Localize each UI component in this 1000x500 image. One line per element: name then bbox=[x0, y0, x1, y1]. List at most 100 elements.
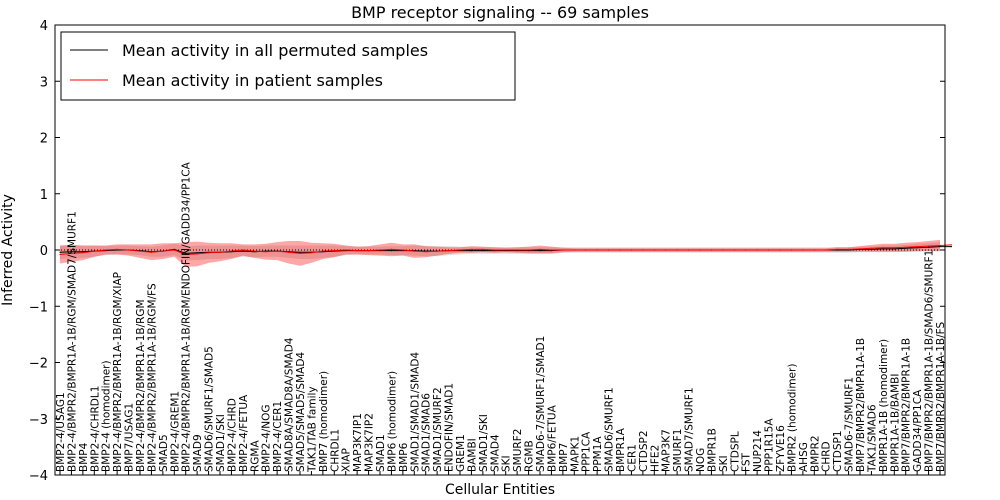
data-point bbox=[528, 249, 530, 251]
entity-label: XIAP bbox=[341, 448, 353, 472]
y-tick-label: 4 bbox=[40, 19, 48, 34]
y-tick-label: −2 bbox=[29, 357, 48, 372]
entity-label: CTDSP1 bbox=[832, 430, 844, 472]
y-ticks: 4 3 2 1 0 −1 −2 −3 −4 bbox=[29, 19, 945, 484]
entity-label: BMP7 (homodimer) bbox=[318, 371, 330, 472]
legend-box bbox=[60, 31, 516, 101]
entity-label: CTDSPL bbox=[729, 431, 741, 472]
data-point bbox=[82, 251, 84, 253]
data-point bbox=[836, 248, 838, 250]
data-point bbox=[196, 253, 198, 255]
data-point bbox=[265, 251, 267, 253]
data-point bbox=[230, 250, 232, 252]
y-tick-label: −3 bbox=[29, 413, 48, 428]
data-point bbox=[630, 249, 633, 251]
entity-label: BMPR1B bbox=[706, 428, 718, 472]
entity-label: BMP6 (homodimer) bbox=[386, 371, 398, 472]
data-point bbox=[356, 250, 358, 252]
data-point bbox=[425, 251, 427, 253]
data-point bbox=[653, 249, 655, 251]
entity-label: BMP6/FETUA bbox=[546, 404, 558, 472]
data-point bbox=[105, 249, 107, 251]
entity-label: SMAD1/SMURF2 bbox=[432, 387, 444, 472]
y-tick-label: −1 bbox=[29, 300, 48, 315]
data-point bbox=[82, 252, 84, 254]
entity-label: SMAD5 bbox=[158, 434, 170, 472]
data-point bbox=[299, 252, 301, 254]
data-point bbox=[916, 246, 918, 248]
data-point bbox=[756, 249, 758, 251]
entity-label: SMAD1/SMAD6 bbox=[421, 393, 433, 472]
entity-label: BAMBI bbox=[466, 438, 478, 472]
data-point bbox=[470, 250, 472, 252]
legend-label-permuted: Mean activity in all permuted samples bbox=[122, 41, 428, 60]
data-point bbox=[710, 249, 713, 251]
data-point bbox=[482, 250, 484, 252]
entity-label: SKI bbox=[501, 455, 513, 472]
entity-label: SMAD6/SMURF1 bbox=[604, 387, 616, 472]
data-point bbox=[413, 250, 415, 252]
data-point bbox=[939, 244, 941, 247]
data-point bbox=[722, 249, 724, 251]
data-point bbox=[882, 247, 884, 249]
data-point bbox=[379, 249, 381, 251]
data-point bbox=[322, 250, 324, 252]
entity-label: BMP2-4/USAG1 bbox=[55, 392, 67, 472]
legend: Mean activity in all permuted samples Me… bbox=[60, 31, 516, 101]
entity-label: MAPK1 bbox=[569, 436, 581, 472]
entity-label: SMAD1/SKI bbox=[215, 414, 227, 472]
data-point bbox=[745, 249, 747, 251]
data-point bbox=[950, 244, 953, 246]
entity-label: BMPR1A-1B/BAMBI bbox=[889, 374, 901, 472]
data-point bbox=[219, 251, 221, 253]
entity-label: CHRDL1 bbox=[329, 429, 341, 472]
data-point bbox=[242, 250, 244, 252]
data-point bbox=[436, 250, 438, 252]
data-point bbox=[870, 248, 873, 250]
entity-label: BMP4 bbox=[78, 442, 90, 472]
entity-label: BMP2-4/BMPR2/BMPR1A-1B/RGM/FS bbox=[146, 283, 158, 472]
data-point bbox=[70, 252, 72, 254]
data-point bbox=[276, 250, 278, 252]
data-point bbox=[733, 249, 735, 251]
y-tick-label: 2 bbox=[40, 132, 48, 147]
data-point bbox=[585, 249, 587, 251]
data-point bbox=[390, 250, 392, 252]
chart-title: BMP receptor signaling -- 69 samples bbox=[351, 3, 649, 22]
entity-label: BMPR1A-1B (homodimer) bbox=[878, 339, 890, 472]
data-point bbox=[70, 251, 72, 253]
data-point bbox=[608, 249, 610, 251]
data-point bbox=[928, 246, 930, 248]
entity-label: SMAD6-7/SMURF1/SMAD1 bbox=[535, 336, 547, 472]
entity-label: BMP7/BMPR2/BMPR1A-1B bbox=[855, 338, 867, 472]
y-axis-label: Inferred Activity bbox=[0, 194, 16, 306]
entity-label: RGMA bbox=[249, 440, 261, 472]
data-point bbox=[139, 250, 141, 252]
data-point bbox=[493, 249, 495, 251]
data-point bbox=[619, 249, 621, 251]
entity-label: TAK1/SMAD6 bbox=[866, 404, 878, 473]
entity-label: SKI bbox=[718, 455, 730, 472]
data-point bbox=[150, 251, 152, 253]
entity-label: SMAD9 bbox=[192, 434, 204, 472]
y-tick-label: 3 bbox=[40, 75, 48, 90]
entity-label: AHSG bbox=[798, 442, 810, 472]
data-point bbox=[665, 249, 667, 251]
entity-label: NOG bbox=[695, 448, 707, 472]
entity-label: BMP2-4/BMPR2/BMPR1A-1B/RGM/SMAD7/SMURF1 bbox=[66, 211, 78, 472]
entity-label: PPP1CA bbox=[581, 431, 593, 472]
data-point bbox=[539, 250, 541, 252]
entity-label: SMAD4 bbox=[489, 434, 501, 472]
entity-label: BMP6 bbox=[398, 442, 410, 472]
entity-label: HFE2 bbox=[649, 445, 661, 472]
data-point bbox=[299, 251, 301, 253]
entity-label: BMP7/BMPR2/BMPR1A-1B bbox=[901, 338, 913, 472]
entity-label: MAP3K7 bbox=[661, 429, 673, 472]
entity-label: BMP7/BMPR2/BMPR1A-1B/FS bbox=[935, 321, 947, 472]
entity-label: BMP2-4/GREM1 bbox=[169, 391, 181, 472]
entity-label: SMURF1 bbox=[672, 429, 684, 472]
data-point bbox=[516, 249, 518, 251]
y-tick-label: 1 bbox=[40, 188, 48, 203]
data-point bbox=[928, 245, 930, 247]
data-point bbox=[779, 249, 781, 251]
